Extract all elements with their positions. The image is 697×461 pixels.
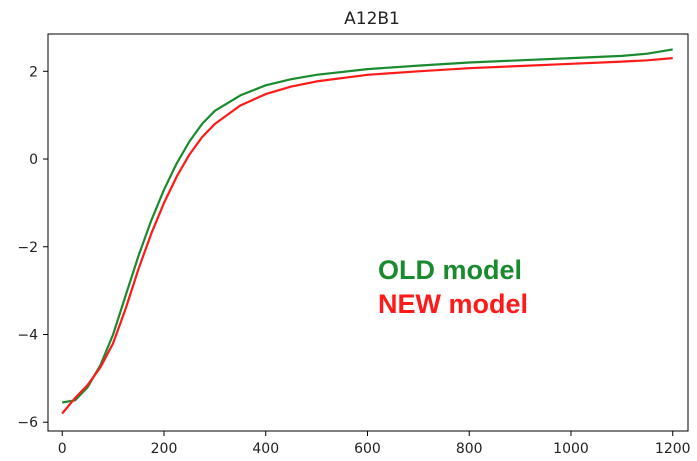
x-tick-label: 800: [456, 441, 483, 457]
x-tick-label: 0: [58, 441, 67, 457]
plot-frame: [47, 33, 689, 432]
y-tick-label: 0: [29, 152, 38, 168]
x-tick-label: 1200: [655, 441, 691, 457]
x-tick-label: 400: [252, 441, 279, 457]
annotation-old-model: OLD model: [378, 255, 522, 285]
y-axis: −6 −4 −2 0 2: [17, 64, 48, 431]
x-tick-label: 200: [151, 441, 178, 457]
annotation-new-model: NEW model: [378, 289, 528, 319]
y-tick-label: −4: [17, 327, 38, 343]
y-tick-label: −2: [17, 240, 38, 256]
plot-lines: [61, 48, 673, 415]
x-axis: 0 200 400 600 800 1000 1200: [58, 431, 691, 457]
chart-title: A12B1: [344, 9, 400, 29]
series-line-0: [62, 48, 673, 404]
x-tick-label: 1000: [553, 441, 589, 457]
x-tick-label: 600: [354, 441, 381, 457]
y-tick-label: −6: [17, 415, 38, 431]
series-line-1: [61, 57, 673, 415]
y-tick-label: 2: [29, 64, 38, 80]
